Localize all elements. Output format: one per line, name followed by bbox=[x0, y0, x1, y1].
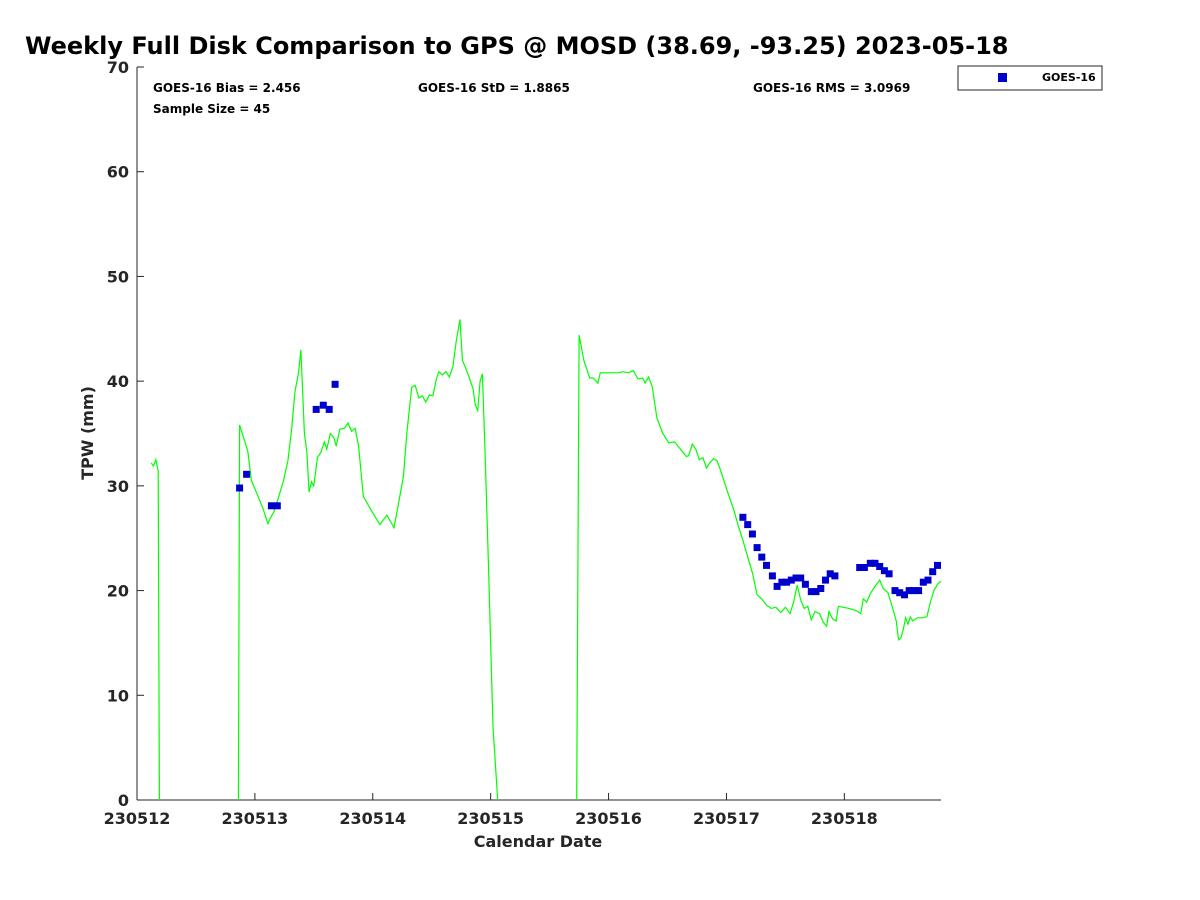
goes16-points bbox=[236, 380, 941, 599]
goes16-point bbox=[243, 470, 251, 478]
goes16-point bbox=[901, 591, 908, 599]
goes16-point bbox=[801, 580, 809, 588]
goes16-point bbox=[319, 401, 327, 409]
goes16-point bbox=[773, 582, 781, 590]
y-ticks: 0 10 20 30 40 50 60 70 bbox=[107, 58, 144, 810]
x-tick-label: 230518 bbox=[811, 809, 878, 828]
goes16-point bbox=[822, 576, 829, 584]
gps-line-segment bbox=[237, 319, 499, 801]
gps-line-segment bbox=[150, 457, 160, 801]
goes16-point bbox=[885, 570, 893, 578]
goes16-point bbox=[753, 544, 761, 552]
goes16-point bbox=[866, 559, 874, 567]
y-tick-label: 40 bbox=[107, 372, 129, 391]
goes16-point bbox=[910, 587, 918, 595]
x-ticks: 230512 230513 230514 230515 230516 230517 2305… bbox=[104, 793, 878, 828]
goes16-point bbox=[744, 521, 752, 529]
std-stat: GOES-16 StD = 1.8865 bbox=[418, 81, 570, 95]
x-axis-label: Calendar Date bbox=[474, 832, 603, 851]
rms-stat: GOES-16 RMS = 3.0969 bbox=[753, 81, 910, 95]
goes16-point bbox=[817, 585, 825, 592]
y-tick-label: 20 bbox=[107, 582, 129, 601]
goes16-point bbox=[876, 563, 884, 570]
y-tick-label: 0 bbox=[118, 791, 129, 810]
y-axis-label: TPW (mm) bbox=[78, 386, 97, 480]
chart-title: Weekly Full Disk Comparison to GPS @ MOS… bbox=[25, 32, 1008, 60]
goes16-point bbox=[807, 588, 815, 596]
goes16-point bbox=[778, 578, 786, 586]
goes16-point bbox=[792, 574, 800, 582]
plot-area: 230512 230513 230514 230515 230516 230517 2305… bbox=[104, 58, 942, 828]
y-tick-label: 30 bbox=[107, 477, 129, 496]
goes16-point bbox=[331, 380, 339, 388]
goes16-point bbox=[871, 559, 879, 567]
y-tick-label: 70 bbox=[107, 58, 129, 77]
gps-lines bbox=[150, 319, 942, 801]
goes16-point bbox=[763, 561, 770, 569]
goes16-point bbox=[934, 561, 941, 569]
goes16-point bbox=[273, 502, 281, 510]
goes16-point bbox=[325, 405, 333, 413]
y-tick-label: 50 bbox=[107, 267, 129, 286]
y-tick-label: 10 bbox=[107, 686, 129, 705]
bias-stat: GOES-16 Bias = 2.456 bbox=[153, 81, 301, 95]
x-tick-label: 230514 bbox=[339, 809, 406, 828]
x-tick-label: 230516 bbox=[575, 809, 642, 828]
goes16-point bbox=[896, 589, 904, 597]
goes16-point bbox=[856, 564, 864, 571]
goes16-point bbox=[797, 574, 805, 582]
goes16-point bbox=[905, 587, 913, 595]
goes16-point bbox=[783, 578, 791, 586]
x-tick-label: 230513 bbox=[221, 809, 288, 828]
legend-marker bbox=[998, 73, 1007, 82]
goes16-point bbox=[929, 568, 937, 576]
goes16-point bbox=[236, 484, 244, 492]
goes16-point bbox=[748, 530, 756, 538]
legend-box bbox=[957, 65, 1103, 91]
legend: GOES-16 bbox=[957, 65, 1103, 91]
gps-line-segment bbox=[576, 334, 942, 801]
legend-label: GOES-16 bbox=[1042, 71, 1096, 84]
goes16-point bbox=[739, 513, 747, 521]
x-tick-label: 230517 bbox=[693, 809, 760, 828]
goes16-point bbox=[787, 576, 795, 584]
x-tick-label: 230512 bbox=[104, 809, 171, 828]
goes16-point bbox=[891, 587, 899, 595]
goes16-point bbox=[812, 588, 820, 596]
goes16-point bbox=[924, 576, 932, 584]
y-tick-label: 60 bbox=[107, 163, 129, 182]
x-tick-label: 230515 bbox=[457, 809, 524, 828]
goes16-point bbox=[312, 405, 320, 413]
goes16-point bbox=[915, 587, 923, 595]
goes16-point bbox=[758, 553, 766, 561]
goes16-point bbox=[267, 502, 275, 510]
goes16-point bbox=[860, 564, 868, 571]
sample-size-stat: Sample Size = 45 bbox=[153, 102, 270, 116]
goes16-point bbox=[880, 567, 888, 575]
goes16-point bbox=[768, 572, 776, 580]
plot-frame bbox=[137, 67, 941, 800]
goes16-point bbox=[919, 578, 927, 586]
goes16-point bbox=[826, 570, 834, 578]
goes16-point bbox=[831, 572, 839, 580]
